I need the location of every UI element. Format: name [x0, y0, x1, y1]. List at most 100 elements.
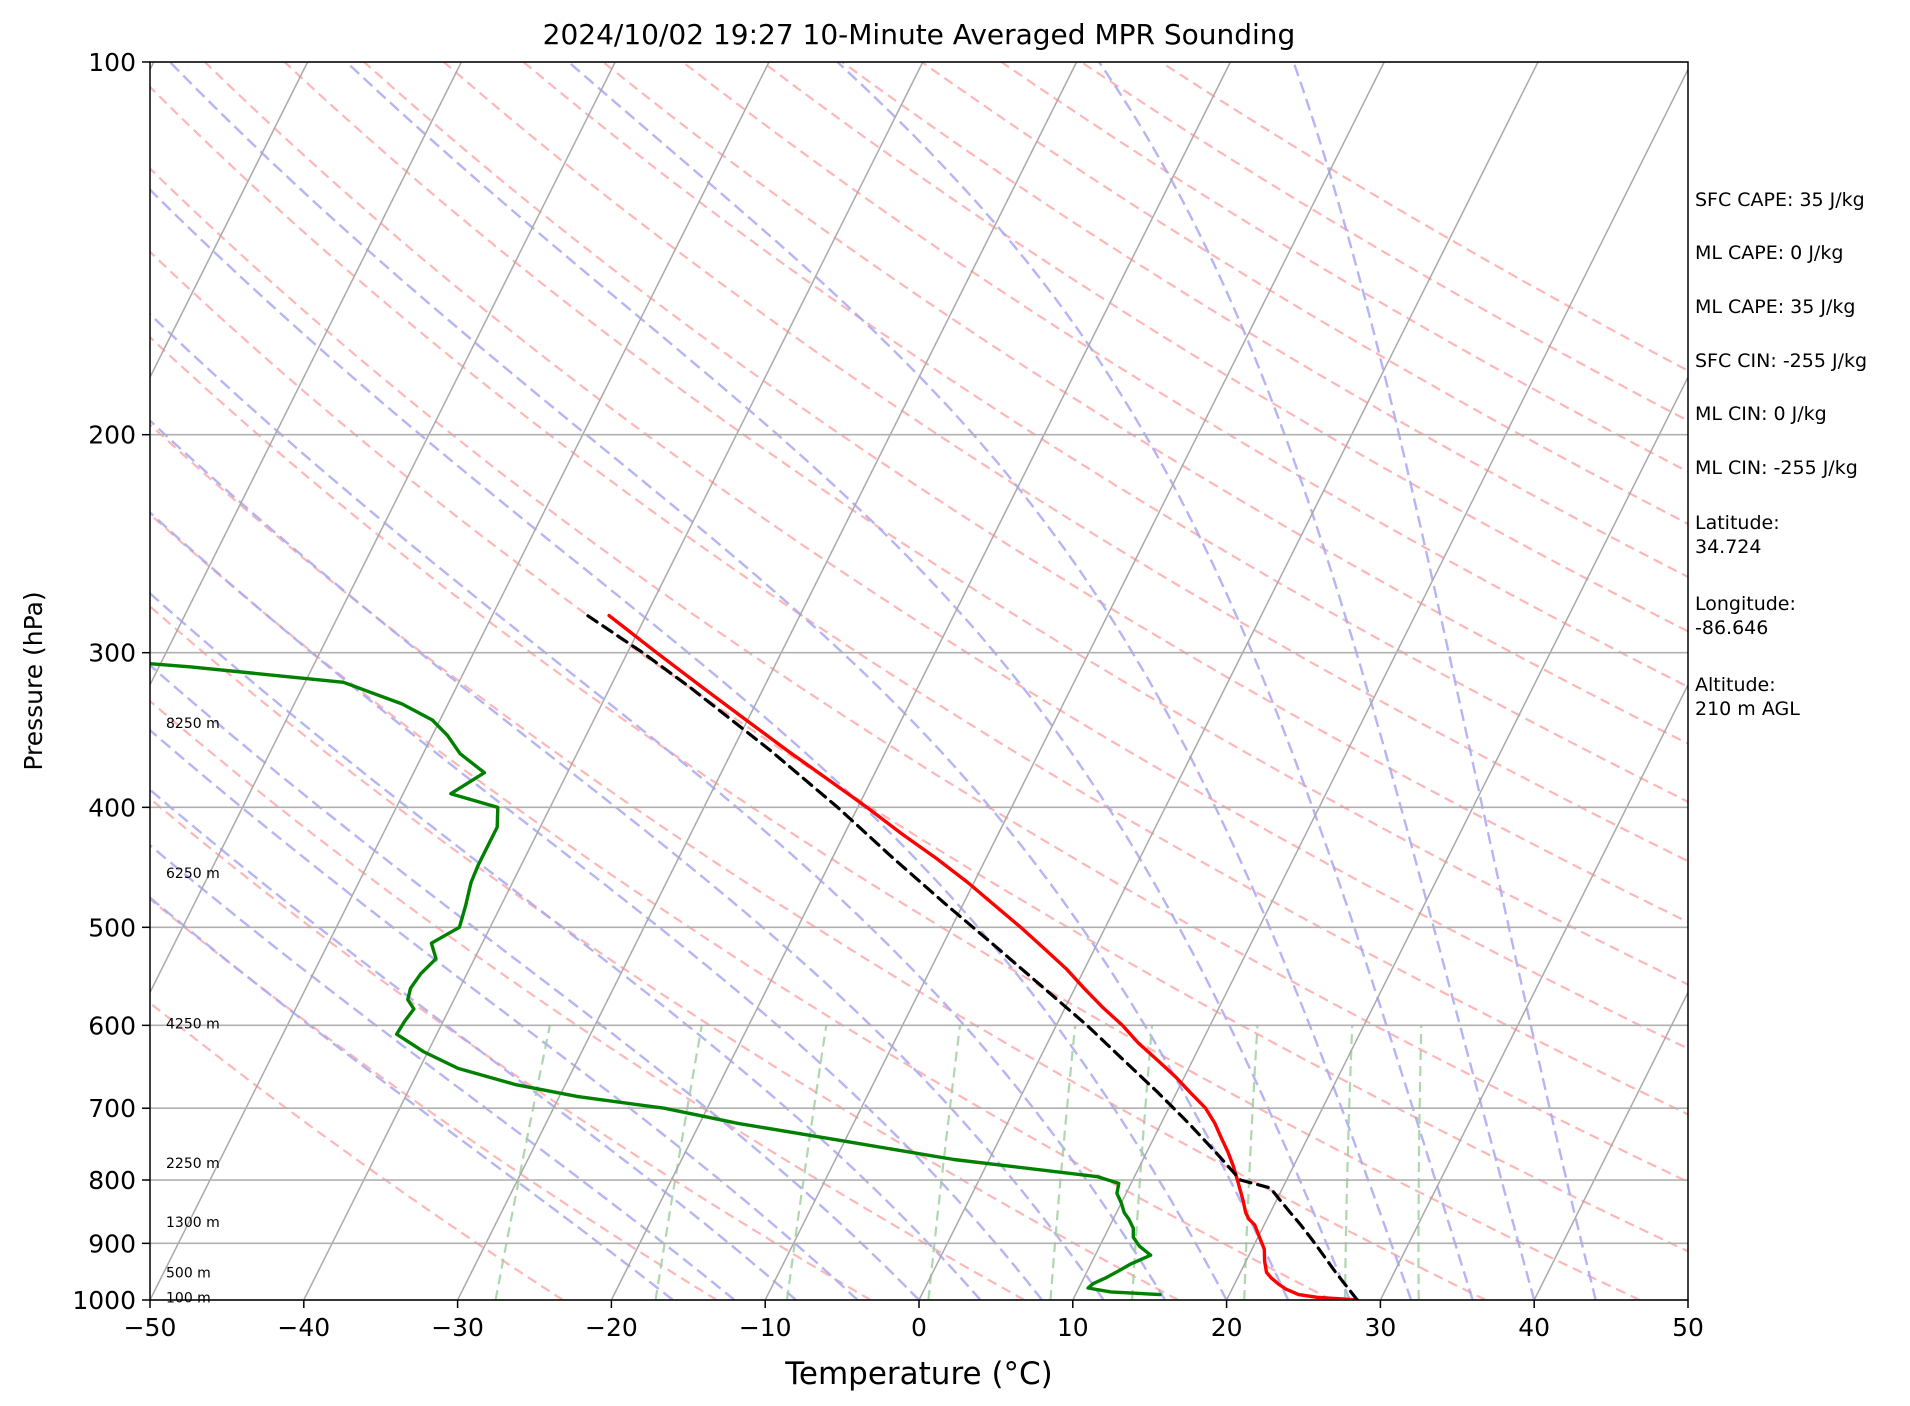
mixing-ratio-line [785, 1025, 828, 1300]
moist-adiabat [150, 418, 1105, 1300]
x-tick-label: −20 [585, 1313, 638, 1342]
x-tick-label: 10 [1057, 1313, 1089, 1342]
dry-adiabat [150, 699, 1025, 1300]
isotherm [150, 62, 463, 687]
x-tick-label: −50 [124, 1313, 177, 1342]
ml-cape-value: ML CAPE: 0 J/kg [1695, 242, 1844, 264]
chart-title: 2024/10/02 19:27 10-Minute Averaged MPR … [543, 18, 1296, 51]
moist-adiabat [345, 62, 1351, 1300]
y-axis-label: Pressure (hPa) [19, 591, 48, 770]
mixing-ratio-line [654, 1025, 703, 1300]
y-tick-label: 700 [88, 1094, 136, 1123]
dry-adiabat [150, 85, 1688, 1116]
moist-adiabat [567, 62, 1413, 1300]
moist-adiabat [150, 663, 920, 1300]
dry-adiabat [283, 62, 1688, 986]
height-label: 100 m [166, 1290, 211, 1306]
x-tick-label: 40 [1518, 1313, 1550, 1342]
moist-adiabat [150, 510, 1043, 1300]
dry-adiabat [204, 62, 1688, 1050]
parcel-profile-line [586, 614, 1359, 1300]
isotherm [1072, 67, 1688, 1300]
isotherm [764, 62, 1385, 1300]
height-label: 1300 m [166, 1215, 220, 1231]
dry-adiabat [150, 335, 1641, 1300]
height-labels: 100 m 500 m 1300 m 2250 m 4250 m 6250 m 8250 m [166, 716, 220, 1306]
reference-lines [150, 62, 1688, 1300]
height-label: 8250 m [166, 716, 220, 732]
height-label: 500 m [166, 1265, 211, 1281]
isotherm [610, 62, 1232, 1300]
isotherm [303, 62, 924, 1300]
moist-adiabat [1292, 62, 1597, 1300]
dry-adiabat [150, 604, 1179, 1300]
dry-adiabat [682, 62, 1688, 689]
ml-cape-value-2: ML CAPE: 35 J/kg [1695, 296, 1856, 318]
mixing-ratio-line [1243, 1025, 1259, 1300]
altitude-value: Altitude: 210 m AGL [1695, 674, 1800, 720]
x-tick-label: −40 [277, 1313, 330, 1342]
height-label: 2250 m [166, 1156, 220, 1172]
ml-cin-value: ML CIN: 0 J/kg [1695, 403, 1827, 425]
y-tick-label: 300 [88, 639, 136, 668]
isotherm [150, 62, 616, 995]
moist-adiabat [150, 843, 736, 1300]
x-tick-label: 50 [1672, 1313, 1704, 1342]
x-axis-label: Temperature (°C) [784, 1356, 1053, 1392]
x-tick-label: −10 [739, 1313, 792, 1342]
y-tick-label: 500 [88, 913, 136, 942]
isotherm [1533, 990, 1688, 1300]
height-label: 4250 m [166, 1017, 220, 1033]
y-tick-label: 800 [88, 1166, 136, 1195]
isotherm [150, 62, 309, 379]
mixing-ratio-line [1417, 1025, 1423, 1300]
dry-adiabat [150, 1001, 564, 1300]
x-tick-label: −30 [431, 1313, 484, 1342]
isotherm [918, 62, 1539, 1300]
sfc-cin-value: SFC CIN: -255 J/kg [1695, 350, 1868, 372]
dry-adiabat [443, 62, 1688, 863]
x-tick-label: 20 [1211, 1313, 1243, 1342]
moist-adiabat [150, 788, 797, 1300]
x-tick-label: 0 [911, 1313, 927, 1342]
moist-adiabat [150, 187, 1228, 1300]
dry-adiabat [761, 62, 1688, 633]
x-axis-ticks: −50 −40 −30 −20 −10 0 10 20 30 40 50 [124, 1300, 1704, 1342]
isotherm [1225, 375, 1688, 1300]
dry-adiabat [841, 62, 1688, 579]
profile-series [150, 613, 1359, 1300]
dry-adiabat [363, 62, 1688, 924]
moist-adiabat [836, 62, 1474, 1300]
dry-adiabat [150, 512, 1333, 1300]
y-tick-label: 200 [88, 421, 136, 450]
y-tick-label: 100 [88, 48, 136, 77]
y-tick-label: 900 [88, 1229, 136, 1258]
y-tick-label: 400 [88, 793, 136, 822]
sfc-cape-value: SFC CAPE: 35 J/kg [1695, 189, 1865, 211]
temperature-profile-line [607, 613, 1359, 1300]
isotherm [1379, 683, 1688, 1300]
dry-adiabat [150, 250, 1688, 1253]
y-axis-ticks: 100 200 300 400 500 600 700 800 900 1000 [72, 48, 150, 1315]
isotherm [150, 62, 770, 1300]
moist-adiabat [150, 728, 859, 1300]
mixing-ratio-line [494, 1025, 551, 1300]
moist-adiabat [150, 312, 1167, 1300]
longitude-value: Longitude: -86.646 [1695, 593, 1796, 639]
moist-adiabat [1098, 62, 1536, 1300]
latitude-value: Latitude: 34.724 [1695, 512, 1780, 558]
isotherm [456, 62, 1078, 1300]
dry-adiabat [150, 797, 872, 1300]
ml-cin-value-2: ML CIN: -255 J/kg [1695, 457, 1858, 479]
dewpoint-profile-line [150, 661, 1162, 1297]
y-tick-label: 600 [88, 1011, 136, 1040]
mixing-ratio-line [1343, 1025, 1354, 1300]
moist-adiabat [150, 591, 982, 1300]
y-tick-label: 1000 [72, 1286, 136, 1315]
moist-adiabat [150, 896, 674, 1300]
mixing-ratio-line [1049, 1025, 1077, 1300]
height-label: 6250 m [166, 866, 220, 882]
x-tick-label: 30 [1364, 1313, 1396, 1342]
dry-adiabat [602, 62, 1688, 745]
